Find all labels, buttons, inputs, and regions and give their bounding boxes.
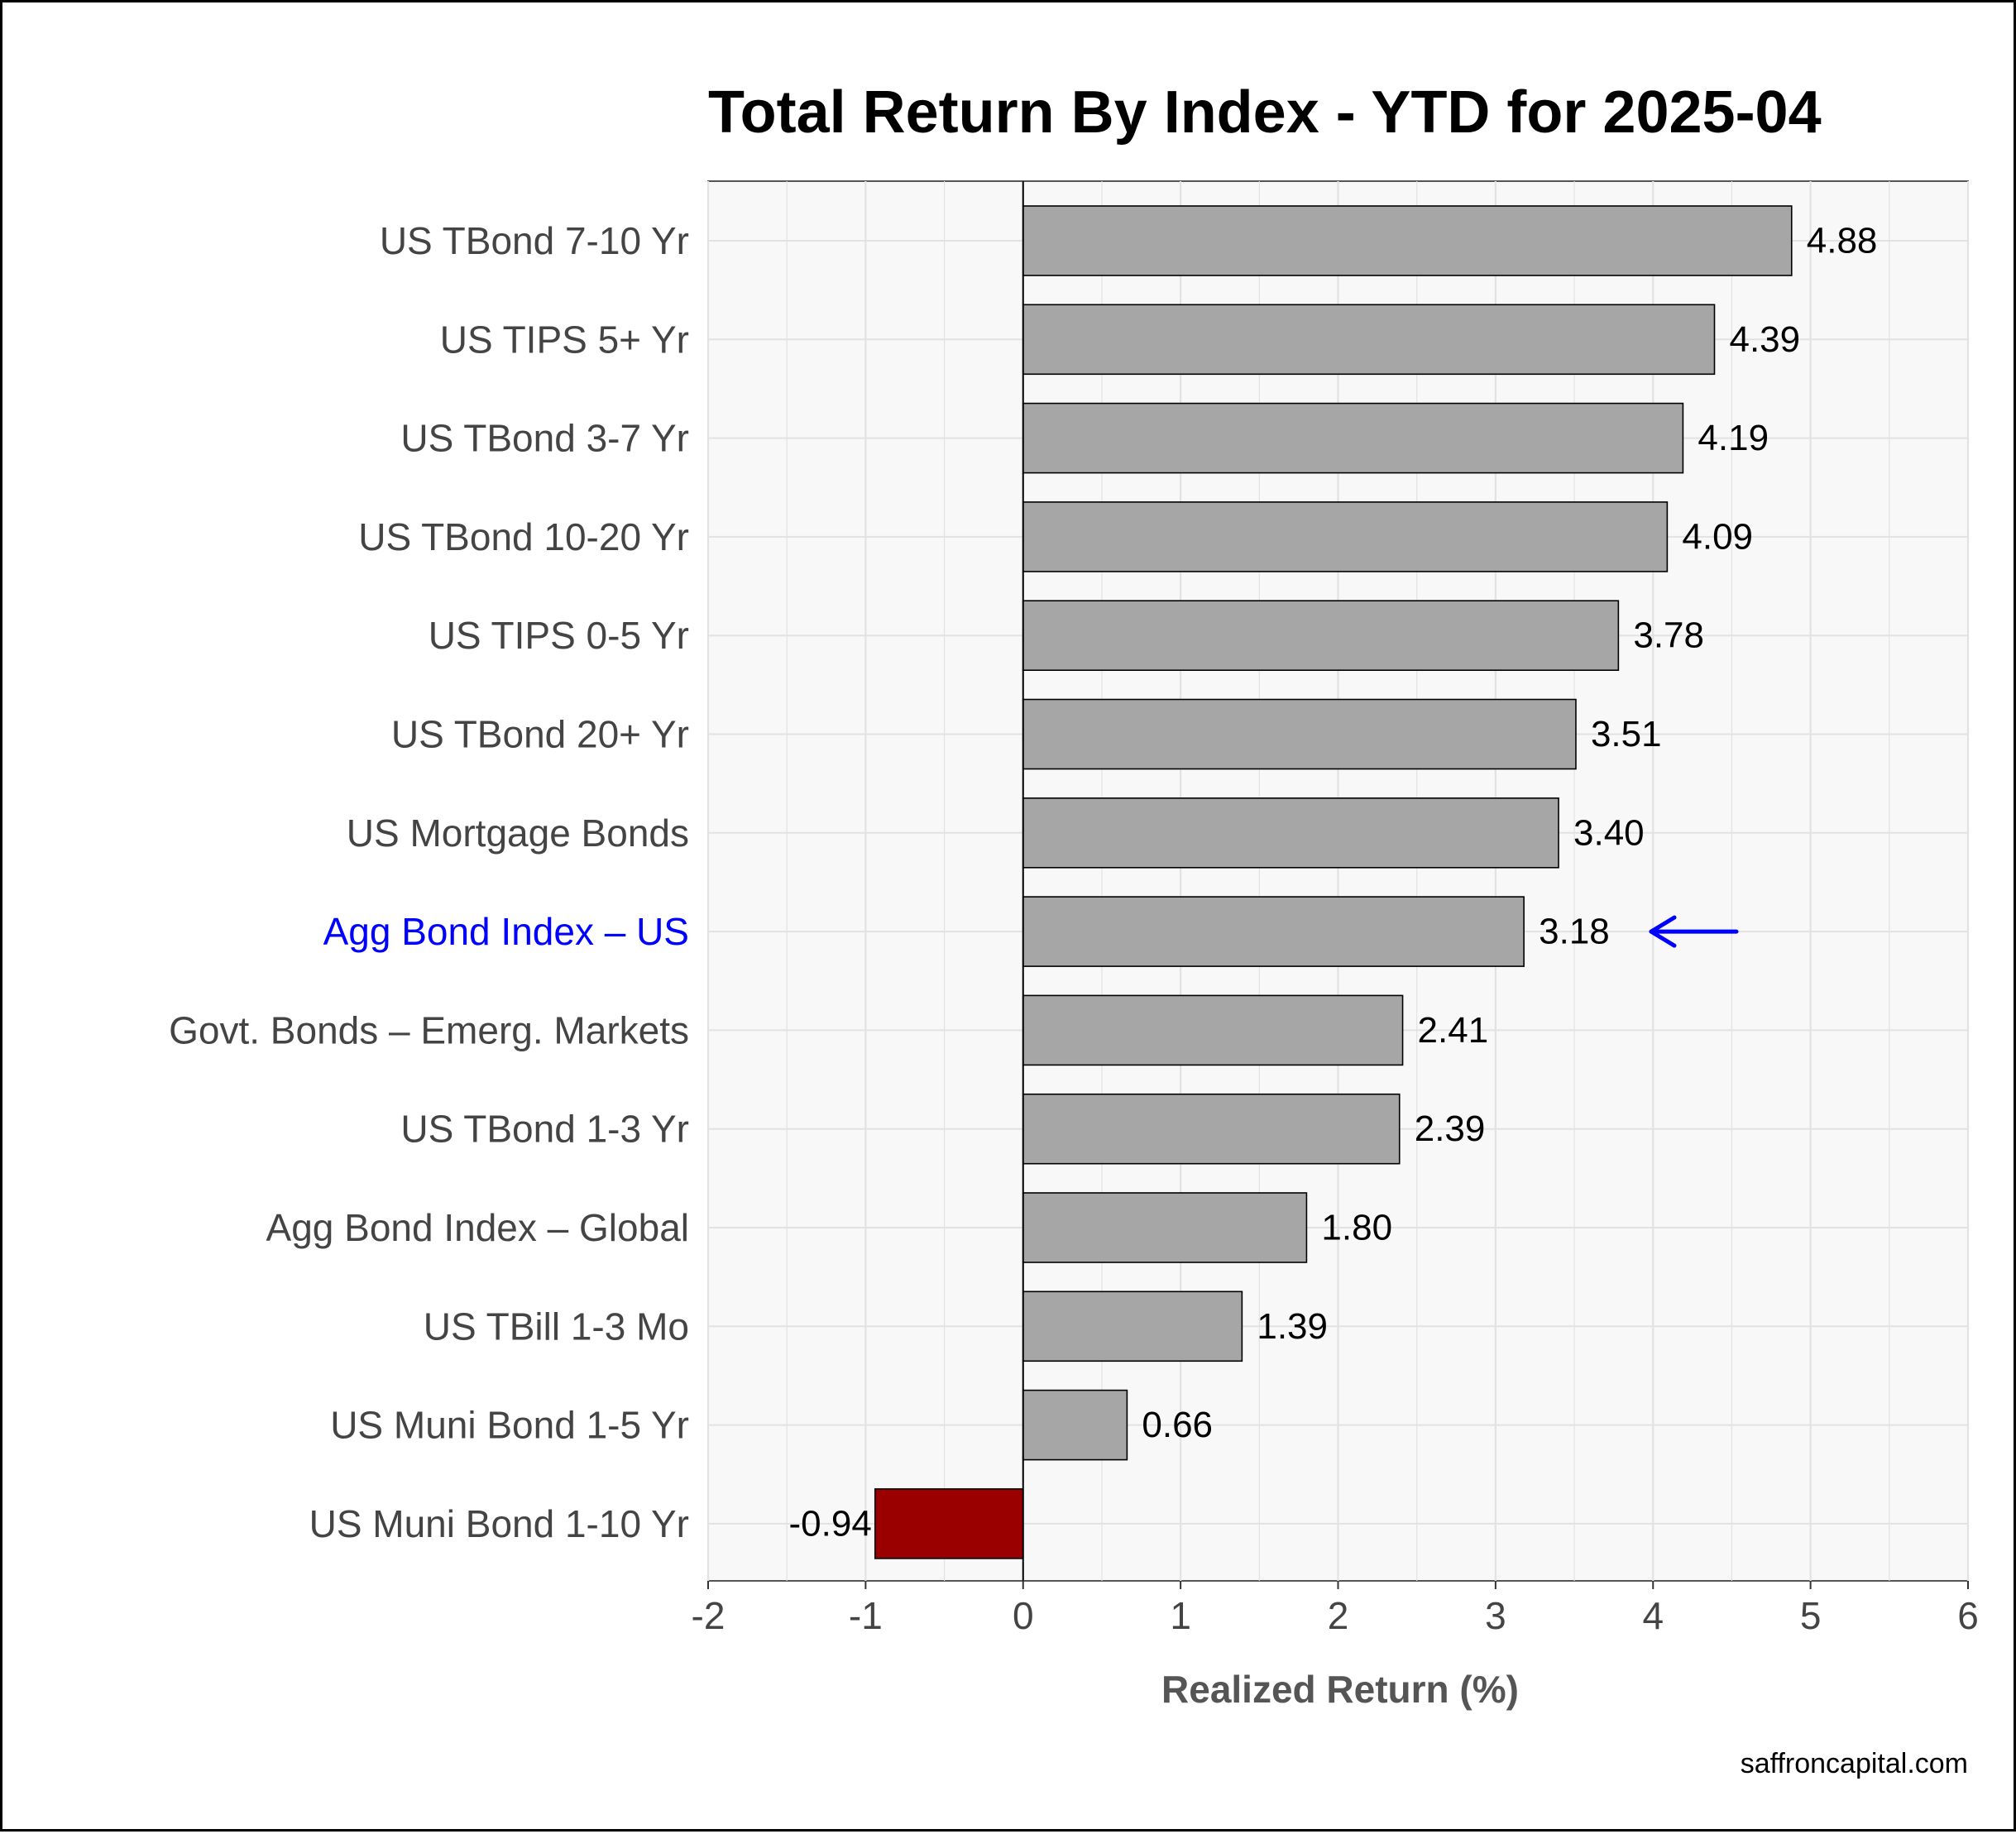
bars [874, 205, 1793, 1559]
x-axis-title: Realized Return (%) [1161, 1668, 1519, 1711]
category-label: Agg Bond Index – US [323, 910, 689, 953]
category-label: Agg Bond Index – Global [266, 1206, 689, 1249]
category-label: US Muni Bond 1-5 Yr [330, 1404, 689, 1447]
value-label: 3.78 [1633, 615, 1704, 656]
arrow-left-icon [1649, 915, 1677, 948]
bar [1022, 797, 1559, 869]
x-axis-ticks: -2 -1 0 1 2 3 4 5 6 [692, 1581, 1979, 1637]
value-label: 3.18 [1539, 912, 1610, 952]
bar [1022, 896, 1525, 967]
value-label: 0.66 [1142, 1405, 1213, 1445]
category-label: US TBill 1-3 Mo [424, 1305, 689, 1348]
category-label: US TBond 10-20 Yr [358, 515, 689, 558]
bar [1022, 600, 1620, 672]
value-label: 3.40 [1573, 812, 1645, 853]
category-label: US TBond 3-7 Yr [400, 417, 689, 460]
bar [1022, 304, 1716, 376]
category-label: Govt. Bonds – Emerg. Markets [169, 1008, 689, 1051]
value-label: 4.39 [1729, 319, 1800, 360]
bar [1022, 205, 1793, 276]
x-tick-label: 6 [1957, 1594, 1979, 1637]
value-label: 2.41 [1418, 1010, 1489, 1051]
category-label: US Muni Bond 1-10 Yr [309, 1502, 689, 1545]
x-tick-label: 1 [1170, 1594, 1191, 1637]
bar [1022, 1093, 1401, 1165]
bar [1022, 698, 1577, 770]
bar [1022, 1192, 1308, 1263]
bar [1022, 1291, 1243, 1362]
x-tick-label: 4 [1642, 1594, 1664, 1637]
bar [1022, 1389, 1128, 1461]
x-tick-label: 5 [1800, 1594, 1822, 1637]
source-caption: saffroncapital.com [1741, 1748, 1968, 1779]
category-label: US TBond 20+ Yr [391, 713, 689, 756]
bar [1022, 402, 1684, 474]
value-label: 2.39 [1415, 1109, 1486, 1149]
x-tick-label: 0 [1013, 1594, 1034, 1637]
value-label: 4.88 [1807, 221, 1878, 261]
category-label: US Mortgage Bonds [347, 812, 689, 855]
bar [1022, 994, 1404, 1066]
value-label: 4.09 [1682, 516, 1753, 557]
category-label: US TIPS 5+ Yr [440, 318, 689, 361]
value-label: 4.19 [1698, 418, 1769, 458]
chart-title: Total Return By Index - YTD for 2025-04 [708, 79, 1822, 146]
x-tick-label: -2 [692, 1594, 725, 1637]
x-tick-label: -1 [849, 1594, 883, 1637]
value-labels: 4.88 4.39 4.19 4.09 3.78 3.51 3.40 3.18 2.41 2.39… [789, 221, 1878, 1544]
highlight-marker [1649, 915, 1739, 948]
category-label: US TIPS 0-5 Yr [429, 614, 689, 657]
bar [874, 1488, 1024, 1559]
bar [1022, 501, 1669, 572]
category-labels: US TBond 7-10 Yr US TIPS 5+ Yr US TBond 3-… [169, 219, 689, 1545]
x-tick-label: 2 [1328, 1594, 1349, 1637]
x-tick-label: 3 [1485, 1594, 1506, 1637]
category-label: US TBond 1-3 Yr [400, 1108, 689, 1151]
value-label: 1.80 [1321, 1208, 1392, 1248]
value-label: 1.39 [1257, 1306, 1328, 1347]
category-label: US TBond 7-10 Yr [380, 219, 689, 262]
value-label: 3.51 [1591, 714, 1662, 754]
value-label: -0.94 [789, 1503, 872, 1544]
